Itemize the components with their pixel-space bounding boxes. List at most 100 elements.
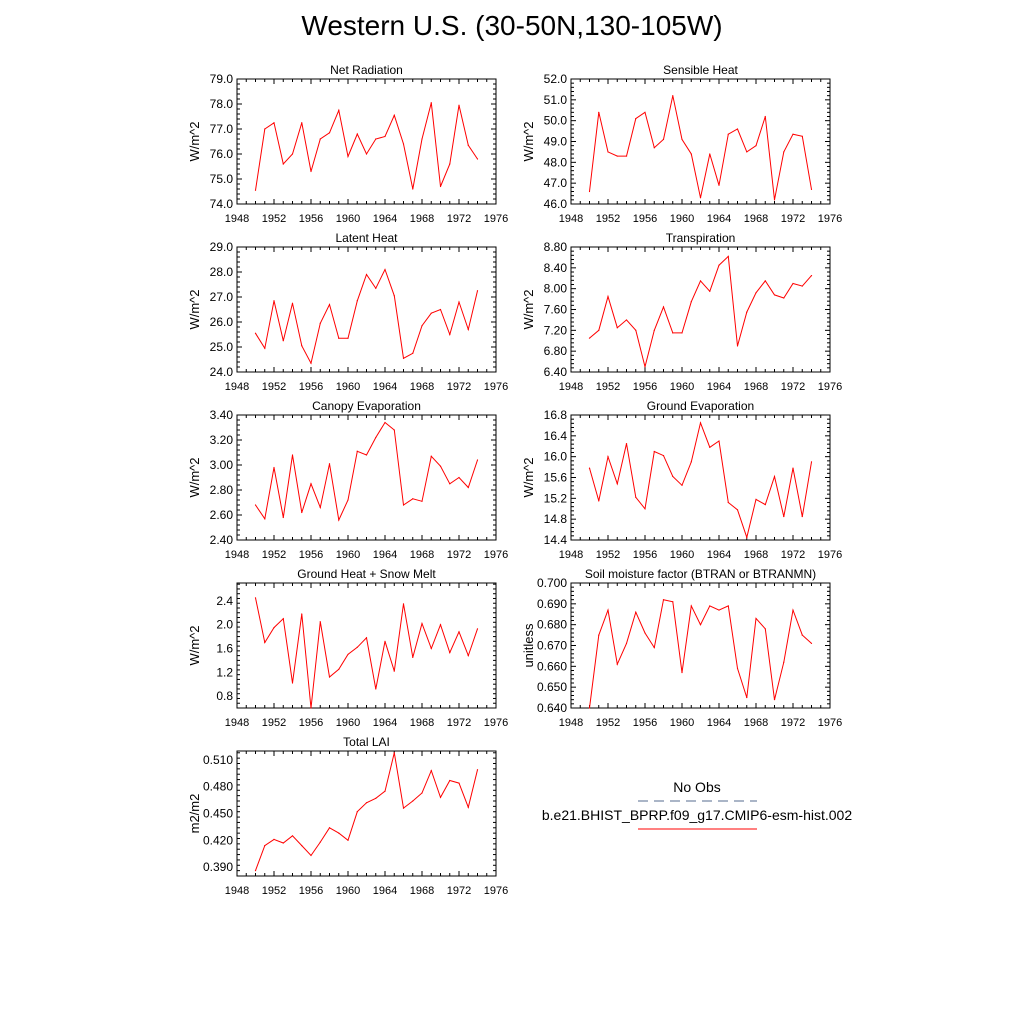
y-axis-label: unitless	[521, 623, 536, 668]
x-tick-label: 1964	[707, 381, 731, 393]
y-tick-label: 14.8	[544, 512, 568, 526]
data-point	[616, 155, 618, 157]
x-tick-label: 1976	[484, 885, 508, 897]
x-tick-label: 1972	[447, 549, 471, 561]
data-point	[746, 151, 748, 153]
data-point	[328, 676, 331, 678]
y-tick-label: 15.2	[544, 491, 568, 505]
y-tick-label: 2.0	[216, 618, 233, 632]
data-point	[347, 337, 349, 339]
data-point	[635, 329, 637, 331]
data-point	[746, 536, 748, 538]
panel-title: Canopy Evaporation	[312, 399, 421, 413]
y-tick-label: 77.0	[210, 122, 234, 136]
legend-obs-label: No Obs	[673, 779, 720, 795]
data-point	[764, 280, 766, 282]
y-tick-label: 0.8	[216, 689, 233, 703]
x-tick-label: 1964	[373, 549, 397, 561]
data-point	[393, 429, 395, 431]
data-point	[421, 500, 423, 502]
x-tick-label: 1972	[447, 717, 471, 729]
y-tick-label: 1.2	[216, 665, 233, 679]
data-point	[273, 122, 275, 124]
series-line	[255, 752, 478, 871]
data-point	[282, 618, 284, 620]
series-line	[589, 421, 812, 540]
x-tick-label: 1976	[818, 717, 842, 729]
data-point	[662, 306, 665, 308]
y-tick-label: 16.8	[544, 408, 568, 422]
y-axis-label: W/m^2	[187, 457, 202, 497]
y-tick-label: 2.40	[210, 533, 234, 547]
data-point	[319, 506, 321, 509]
data-point	[792, 609, 794, 611]
y-tick-label: 0.450	[203, 807, 233, 821]
x-tick-label: 1972	[447, 885, 471, 897]
data-point	[476, 628, 479, 630]
data-point	[412, 352, 414, 354]
data-point	[282, 340, 284, 342]
x-tick-label: 1948	[225, 381, 249, 393]
data-point	[264, 128, 266, 130]
x-tick-label: 1968	[410, 717, 434, 729]
x-tick-label: 1964	[373, 885, 397, 897]
data-point	[635, 611, 637, 613]
data-point	[718, 184, 720, 186]
data-point	[792, 282, 794, 285]
data-point	[644, 366, 646, 368]
data-point	[421, 792, 423, 794]
data-point	[709, 290, 711, 292]
data-point	[310, 707, 312, 709]
x-tick-label: 1976	[818, 549, 842, 561]
data-point	[393, 114, 395, 116]
data-point	[458, 782, 460, 784]
y-tick-label: 0.650	[537, 680, 567, 694]
x-tick-label: 1948	[559, 213, 583, 225]
y-tick-label: 6.40	[544, 365, 568, 379]
y-axis-label: W/m^2	[521, 121, 536, 161]
data-point	[430, 770, 432, 772]
data-point	[365, 454, 368, 456]
data-point	[264, 518, 266, 520]
data-point	[273, 300, 275, 302]
data-point	[783, 661, 785, 663]
y-axis-label: W/m^2	[521, 289, 536, 329]
x-tick-label: 1948	[225, 213, 249, 225]
data-point	[430, 102, 432, 104]
series-line	[255, 421, 478, 522]
data-point	[384, 790, 386, 792]
chart-panel-8: 1948 1952 1956 1960 1964 1968 1972 1976 0.640 0.6…	[521, 567, 842, 729]
y-tick-label: 0.700	[537, 576, 567, 590]
data-point	[635, 496, 637, 498]
data-point	[402, 807, 405, 809]
x-tick-label: 1964	[707, 717, 731, 729]
data-point	[384, 268, 386, 271]
data-point	[467, 144, 469, 146]
y-tick-label: 49.0	[544, 135, 568, 149]
data-point	[393, 295, 395, 297]
data-point	[699, 280, 702, 282]
data-point	[301, 345, 303, 347]
data-point	[681, 484, 683, 486]
plot-frame	[236, 78, 497, 205]
x-tick-label: 1964	[373, 381, 397, 393]
x-tick-label: 1968	[410, 549, 434, 561]
data-point	[356, 450, 358, 452]
data-point	[476, 290, 479, 292]
data-point	[792, 133, 794, 135]
y-tick-label: 50.0	[544, 114, 568, 128]
x-tick-label: 1964	[707, 213, 731, 225]
x-tick-label: 1956	[633, 213, 657, 225]
data-point	[672, 95, 674, 97]
data-point	[375, 797, 377, 799]
data-point	[467, 655, 469, 657]
data-point	[736, 667, 739, 670]
x-tick-label: 1952	[262, 717, 286, 729]
data-point	[718, 264, 720, 266]
x-tick-label: 1968	[410, 213, 434, 225]
x-tick-label: 1972	[781, 381, 805, 393]
y-tick-label: 7.60	[544, 303, 568, 317]
data-point	[718, 440, 720, 442]
data-point	[801, 634, 803, 636]
data-point	[681, 138, 683, 141]
